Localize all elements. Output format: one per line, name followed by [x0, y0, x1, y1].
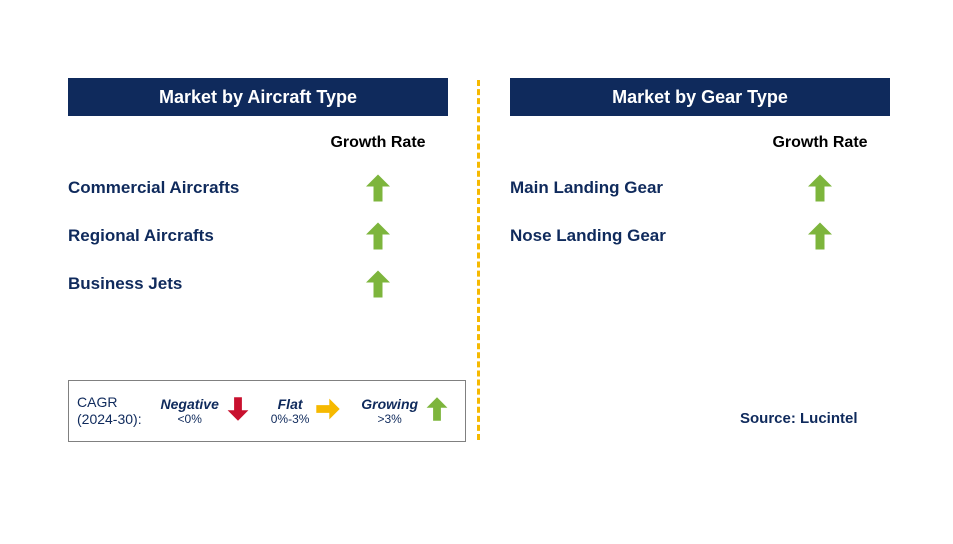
legend-item-value: <0%	[178, 412, 202, 426]
legend-item-text: Growing>3%	[361, 396, 418, 426]
arrow-down-icon	[225, 396, 251, 422]
source-text: Source: Lucintel	[740, 410, 858, 427]
vertical-divider	[477, 80, 480, 440]
category-label: Regional Aircrafts	[68, 226, 318, 246]
right-panel-header-text: Market by Gear Type	[612, 87, 788, 108]
growth-arrow-cell	[760, 173, 880, 203]
growth-arrow-cell	[760, 221, 880, 251]
arrow-right-icon	[315, 396, 341, 422]
left-growth-header: Growth Rate	[318, 134, 438, 152]
arrow-up-icon	[363, 221, 393, 251]
category-row: Commercial Aircrafts	[68, 164, 448, 212]
legend-item: Negative<0%	[155, 396, 251, 427]
category-row: Main Landing Gear	[510, 164, 890, 212]
right-panel-header: Market by Gear Type	[510, 78, 890, 116]
growth-arrow-cell	[318, 269, 438, 299]
legend-item-value: >3%	[377, 412, 401, 426]
category-row: Regional Aircrafts	[68, 212, 448, 260]
arrow-up-icon	[424, 396, 450, 422]
category-label: Nose Landing Gear	[510, 226, 760, 246]
legend-item-label: Flat	[278, 396, 303, 412]
category-row: Business Jets	[68, 260, 448, 308]
legend-title-line1: CAGR	[77, 394, 117, 410]
legend-item-label: Growing	[361, 396, 418, 412]
arrow-up-icon	[363, 173, 393, 203]
legend-item-label: Negative	[161, 396, 219, 412]
right-panel: Market by Gear Type Growth Rate Main Lan…	[510, 78, 890, 260]
legend-item-arrow	[315, 396, 341, 427]
legend-title: CAGR (2024-30):	[77, 394, 142, 428]
left-panel-header: Market by Aircraft Type	[68, 78, 448, 116]
legend-item-text: Negative<0%	[161, 396, 219, 426]
category-row: Nose Landing Gear	[510, 212, 890, 260]
arrow-up-icon	[363, 269, 393, 299]
legend-title-line2: (2024-30):	[77, 411, 142, 427]
legend-items-container: Negative<0% Flat0%-3% Growing>3%	[148, 396, 457, 427]
right-growth-header: Growth Rate	[760, 134, 880, 152]
left-panel-header-text: Market by Aircraft Type	[159, 87, 357, 108]
arrow-up-icon	[805, 221, 835, 251]
growth-arrow-cell	[318, 173, 438, 203]
left-rows-container: Commercial Aircrafts Regional Aircrafts …	[68, 164, 448, 308]
legend-item-arrow	[424, 396, 450, 427]
legend-item: Flat0%-3%	[265, 396, 342, 427]
category-label: Commercial Aircrafts	[68, 178, 318, 198]
legend-item-text: Flat0%-3%	[271, 396, 310, 426]
legend-item-value: 0%-3%	[271, 412, 310, 426]
right-rows-container: Main Landing Gear Nose Landing Gear	[510, 164, 890, 260]
left-panel: Market by Aircraft Type Growth Rate Comm…	[68, 78, 448, 308]
arrow-up-icon	[805, 173, 835, 203]
legend-item-arrow	[225, 396, 251, 427]
legend-item: Growing>3%	[355, 396, 450, 427]
category-label: Business Jets	[68, 274, 318, 294]
category-label: Main Landing Gear	[510, 178, 760, 198]
growth-arrow-cell	[318, 221, 438, 251]
cagr-legend: CAGR (2024-30): Negative<0% Flat0%-3% Gr…	[68, 380, 466, 442]
